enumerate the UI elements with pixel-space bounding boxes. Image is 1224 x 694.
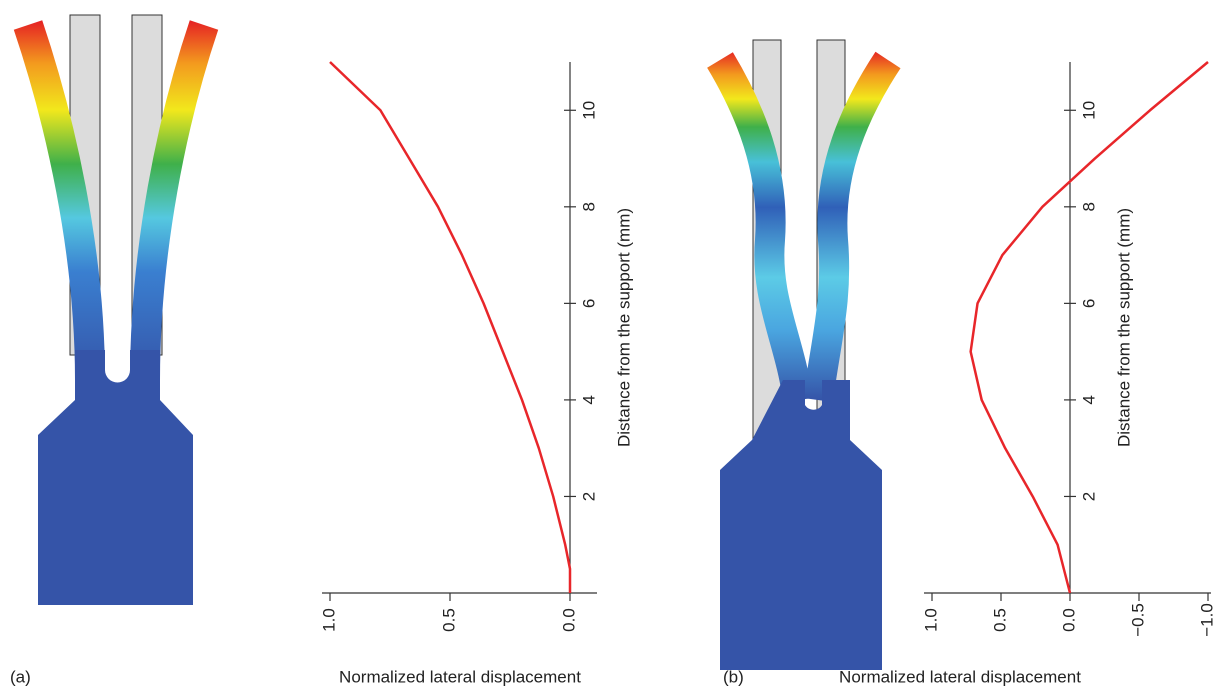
x-tick-label: 2 [1079, 492, 1098, 501]
data-line [969, 61, 1209, 594]
x-tick-label: 4 [1079, 395, 1098, 404]
y-tick-label: 0.5 [990, 608, 1009, 632]
y-tick-label: 0.0 [1059, 608, 1078, 632]
x-axis-title: Distance from the support (mm) [1114, 208, 1133, 447]
y-tick-label: −1.0 [1197, 603, 1216, 637]
x-tick-label: 10 [579, 101, 598, 120]
y-tick-label: 1.0 [921, 608, 940, 632]
x-tick-label: 4 [579, 395, 598, 404]
panel-label: (a) [10, 667, 31, 686]
x-tick-label: 10 [1079, 101, 1098, 120]
y-tick-label: 0.0 [559, 608, 578, 632]
y-tick-label: 1.0 [319, 608, 338, 632]
x-tick-label: 8 [1079, 202, 1098, 211]
x-tick-label: 6 [1079, 299, 1098, 308]
x-tick-label: 6 [579, 299, 598, 308]
x-tick-label: 8 [579, 202, 598, 211]
y-tick-label: −0.5 [1128, 603, 1147, 637]
x-axis-title: Distance from the support (mm) [614, 208, 633, 447]
y-tick-label: 0.5 [439, 608, 458, 632]
y-axis-title: Normalized lateral displacement [339, 667, 581, 686]
fork-b [707, 39, 901, 670]
x-tick-label: 2 [579, 492, 598, 501]
y-axis-title: Normalized lateral displacement [839, 667, 1081, 686]
fork-a [13, 14, 219, 605]
data-line [329, 61, 572, 593]
panel-label: (b) [723, 667, 744, 686]
